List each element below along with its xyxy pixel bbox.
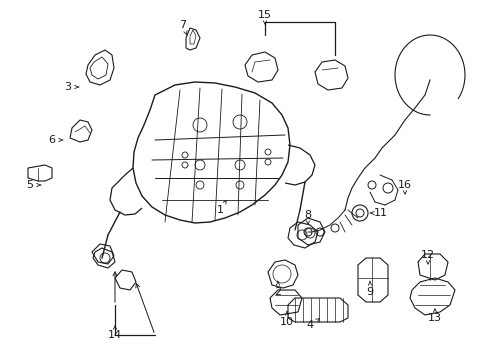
Text: 13: 13 [427,313,441,323]
Text: 1: 1 [216,205,223,215]
Text: 15: 15 [258,10,271,20]
Text: 3: 3 [64,82,71,92]
Text: 4: 4 [306,320,313,330]
Text: 5: 5 [26,180,34,190]
Text: 8: 8 [304,210,311,220]
Text: 7: 7 [179,20,186,30]
Text: 10: 10 [280,317,293,327]
Text: 16: 16 [397,180,411,190]
Text: 11: 11 [373,208,387,218]
Text: 14: 14 [108,330,122,340]
Text: 6: 6 [48,135,55,145]
Text: 2: 2 [274,287,281,297]
Text: 9: 9 [366,287,373,297]
Text: 12: 12 [420,250,434,260]
